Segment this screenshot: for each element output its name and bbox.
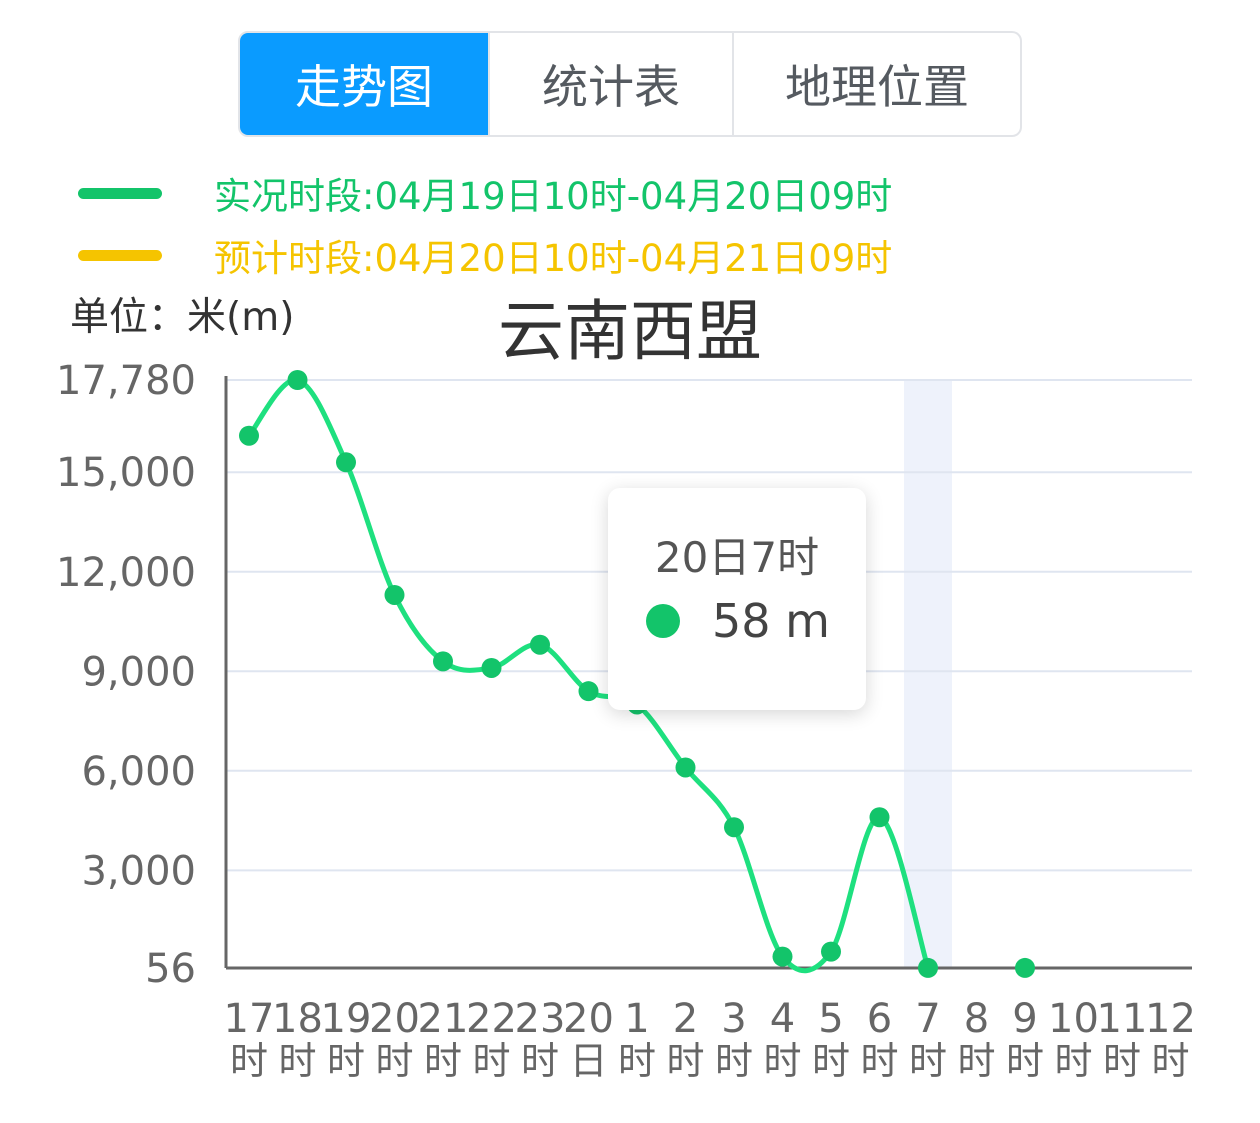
x-tick-label-unit: 时 [472,1039,510,1083]
x-tick-label-unit: 时 [1103,1039,1141,1083]
legend-forecast-swatch [78,249,162,261]
x-tick-label-unit: 时 [715,1039,753,1083]
x-tick-label-unit: 时 [424,1039,462,1083]
y-tick-label: 9,000 [81,649,196,695]
legend-forecast-label: 预计时段:04月20日10时-04月21日09时 [214,237,893,280]
y-tick-label: 6,000 [81,749,196,795]
x-tick-label-unit: 时 [230,1039,268,1083]
tab-trend-chart[interactable]: 走势图 [240,33,488,135]
x-tick-label-unit: 时 [860,1039,898,1083]
x-tick-label-unit: 时 [957,1039,995,1083]
x-tick-label: 19 [321,996,372,1042]
highlight-band [904,380,952,968]
unit-label: 单位：米(m) [70,295,295,340]
legend-observed-swatch [78,187,162,199]
x-tick-label-unit: 时 [763,1039,801,1083]
x-tick-label-unit: 时 [1151,1039,1189,1083]
x-tick-label: 3 [721,996,746,1042]
data-point [481,657,502,678]
x-tick-label-unit: 时 [1006,1039,1044,1083]
x-tick-label: 22 [466,996,517,1042]
y-tick-label: 12,000 [56,550,196,596]
tab-geo-location[interactable]: 地理位置 [732,33,1020,135]
data-point [336,452,356,473]
x-tick-label-unit: 日 [569,1039,607,1083]
data-point [384,584,405,605]
x-tick-label: 1 [624,996,649,1042]
legend-observed: 实况时段:04月19日10时-04月20日09时 [78,166,892,220]
data-point [578,681,599,702]
data-point [821,941,841,962]
x-tick-label-unit: 时 [375,1039,413,1083]
x-tick-label: 5 [818,996,843,1042]
legend-forecast: 预计时段:04月20日10时-04月21日09时 [78,228,892,282]
x-tick-label: 20 [563,996,614,1042]
x-tick-label-unit: 时 [909,1039,947,1083]
tooltip: 20日7时 58 m [608,488,866,710]
x-tick-label: 20 [369,996,420,1042]
x-tick-label-unit: 时 [812,1039,850,1083]
legend-observed-label: 实况时段:04月19日10时-04月20日09时 [214,175,893,218]
x-tick-label: 4 [770,996,795,1042]
x-tick-label-unit: 时 [327,1039,365,1083]
data-point [1015,957,1035,978]
x-tick-label: 17 [224,996,275,1042]
x-tick-label-unit: 时 [278,1039,316,1083]
x-tick-label: 21 [418,996,469,1042]
x-tick-label: 23 [515,996,566,1042]
y-tick-label: 15,000 [56,450,196,496]
data-point [772,946,793,967]
x-tick-label: 10 [1048,996,1099,1042]
y-tick-label: 3,000 [81,848,196,894]
x-tick-label: 7 [915,996,940,1042]
data-point [869,807,890,828]
x-tick-label: 18 [272,996,323,1042]
tab-statistics-table[interactable]: 统计表 [488,33,732,135]
x-tick-label-unit: 时 [618,1039,656,1083]
x-tick-label: 12 [1145,996,1196,1042]
data-point [433,651,453,672]
y-tick-label: 17,780 [56,358,196,404]
data-point [918,957,938,978]
x-tick-label: 9 [1012,996,1037,1042]
x-tick-label: 2 [673,996,698,1042]
data-point [724,817,744,838]
data-point [675,757,696,778]
tooltip-title: 20日7时 [654,533,820,582]
data-point [530,634,550,655]
data-point [239,425,259,446]
chart-title: 云南西盟 [498,293,762,370]
data-point [287,370,308,390]
x-tick-label: 6 [867,996,892,1042]
x-tick-label-unit: 时 [521,1039,559,1083]
tab-bar: 走势图 统计表 地理位置 [238,31,1022,137]
x-tick-label: 11 [1097,996,1148,1042]
y-tick-label: 56 [145,946,196,992]
tooltip-value: 58 m [712,594,830,648]
x-tick-label-unit: 时 [666,1039,704,1083]
x-tick-label: 8 [964,996,989,1042]
x-tick-label-unit: 时 [1054,1039,1092,1083]
tooltip-series-dot [646,604,680,638]
